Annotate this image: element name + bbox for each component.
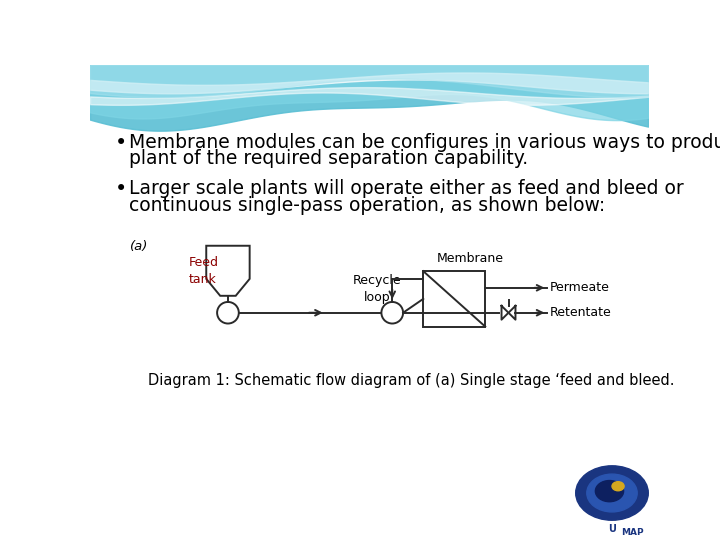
- Text: continuous single-pass operation, as shown below:: continuous single-pass operation, as sho…: [129, 195, 605, 215]
- Circle shape: [576, 466, 648, 520]
- Text: Retentate: Retentate: [549, 306, 611, 319]
- Text: (a): (a): [130, 240, 148, 253]
- Text: •: •: [114, 132, 127, 153]
- Text: plant of the required separation capability.: plant of the required separation capabil…: [129, 150, 528, 168]
- Circle shape: [612, 482, 624, 491]
- Text: •: •: [114, 179, 127, 199]
- Text: Membrane modules can be configures in various ways to produce a: Membrane modules can be configures in va…: [129, 132, 720, 152]
- Polygon shape: [508, 306, 516, 320]
- Text: Permeate: Permeate: [549, 281, 609, 294]
- Text: Larger scale plants will operate either as feed and bleed or: Larger scale plants will operate either …: [129, 179, 683, 198]
- Text: Diagram 1: Schematic flow diagram of (a) Single stage ‘feed and bleed.: Diagram 1: Schematic flow diagram of (a)…: [148, 373, 675, 388]
- Text: Feed
tank: Feed tank: [189, 256, 219, 286]
- Circle shape: [587, 474, 637, 512]
- Circle shape: [595, 481, 624, 502]
- Text: Recycle
loop: Recycle loop: [352, 274, 401, 304]
- Bar: [423, 271, 485, 327]
- Text: MAP: MAP: [621, 528, 644, 537]
- Polygon shape: [502, 306, 508, 320]
- Text: U: U: [608, 524, 616, 534]
- Text: Membrane: Membrane: [436, 252, 503, 265]
